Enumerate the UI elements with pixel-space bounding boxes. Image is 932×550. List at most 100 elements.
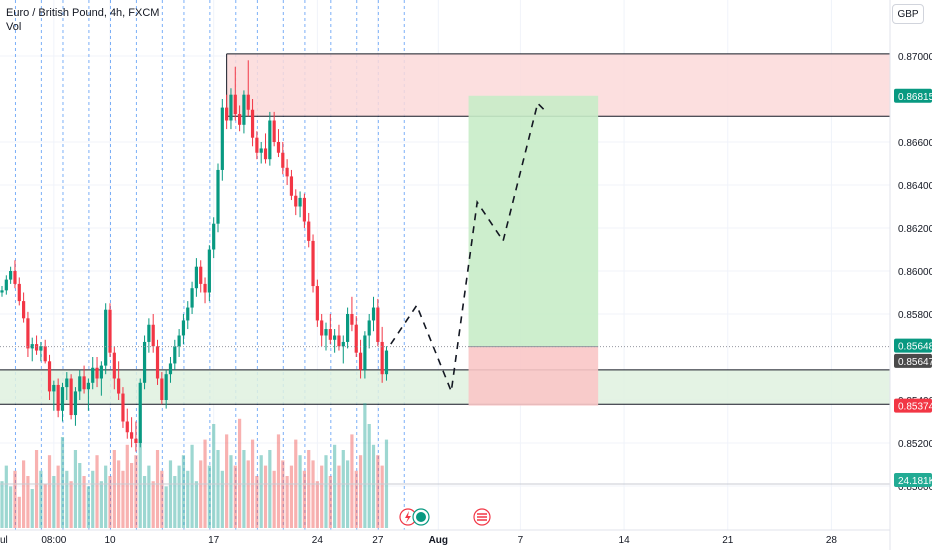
candle-body [298,197,302,207]
candle-body [142,341,147,383]
volume-bar [289,465,294,528]
time-axis[interactable]: ul 08:00 10 17 24 27 Aug 7 14 21 28 [0,529,890,546]
candle-body [112,352,116,379]
chart-event-icons[interactable] [399,508,491,526]
candle-body [13,271,17,284]
volume-bar [302,470,306,528]
volume-bar [147,465,151,528]
volume-bar [177,465,181,528]
volume-bar [242,450,246,528]
zone-rectangles[interactable] [0,53,891,406]
candle-body [320,320,324,336]
volume-bar [233,465,237,528]
volume-bar [78,463,82,528]
candle-body [346,314,350,342]
candle-body [337,335,341,347]
candle-body [147,324,151,342]
price-lines [0,346,890,485]
volume-bar [350,434,354,528]
candle-body [47,361,52,392]
volume-bar [34,450,39,528]
candle-body [73,391,78,416]
volume-bar [121,470,125,528]
candle-body [60,387,65,411]
candle-body [212,223,216,250]
long-position-loss-area [468,346,599,406]
volume-bar [371,444,376,528]
volume-bar [186,470,190,528]
candle-body [82,376,86,390]
volume-bar [30,489,34,528]
price-label-text: 0.85647 [898,357,932,368]
candle-body [91,367,95,383]
volume-bar [160,470,164,528]
candle-body [242,94,246,125]
candle-body [52,384,56,392]
volume-bar [82,476,86,528]
candle-body [294,195,298,207]
volume-bar [26,476,30,528]
volume-bar [307,450,311,528]
volume-bar [225,434,229,528]
currency-selector[interactable]: GBP [892,4,924,24]
candle-body [216,169,220,224]
time-tick-label: ul [0,535,8,546]
volume-label[interactable]: Vol [6,21,22,33]
candle-body [125,421,129,433]
volume-bar [358,455,363,528]
volume-bar [298,455,302,528]
candle-body [181,320,186,336]
candle-body [177,335,181,347]
candle-body [263,148,268,160]
volume-bar [324,455,328,528]
volume-bar [56,465,60,528]
volume-bar [52,476,56,528]
candle-body [186,307,190,321]
long-position-profit-area [468,95,599,347]
candles [0,60,389,452]
candle-body [341,341,345,347]
price-label-text: 0.85374 [898,402,932,413]
candle-body [285,167,289,177]
price-label-badge [894,473,932,487]
price-tick-label: 0.86400 [898,181,932,192]
forecast-dashed-line [390,101,547,395]
candle-body [333,335,337,340]
candle-body [268,120,272,160]
volume-bar [367,424,371,528]
candle-body [130,432,134,439]
price-tick-label: 0.87000 [898,52,932,63]
time-tick-label: Aug [429,535,448,546]
volume-bar [341,450,345,528]
volume-bar [220,470,224,528]
candle-body [233,94,237,115]
price-label-badge [894,338,932,353]
candle-body [207,249,211,293]
volume-bar [268,450,272,528]
candle-body [328,329,332,340]
volume-bar [259,455,263,528]
flag-icon [477,513,487,521]
volume-bar [91,470,95,528]
price-axis[interactable]: 0.87000 0.86600 0.86400 0.86200 0.86000 0.858… [889,0,932,550]
time-tick-label: 24 [312,535,324,546]
volume-bar [337,465,341,528]
volume-bar [39,470,43,528]
candle-body [225,107,229,121]
forecast-path[interactable] [390,101,547,395]
volume-bar [86,486,90,528]
candle-body [17,283,21,302]
volume-bar [4,465,8,528]
candle-body [194,266,198,289]
candle-body [164,374,168,400]
volume-bar [112,450,116,528]
symbol-title[interactable]: Euro / British Pound, 4h, FXCM [6,7,160,19]
candle-body [302,197,306,222]
price-label-text: 0.85648 [898,342,932,353]
candle-body [367,320,371,336]
volume-bar [13,470,17,528]
candle-body [246,94,250,110]
candle-body [358,352,363,370]
candle-body [168,363,173,375]
